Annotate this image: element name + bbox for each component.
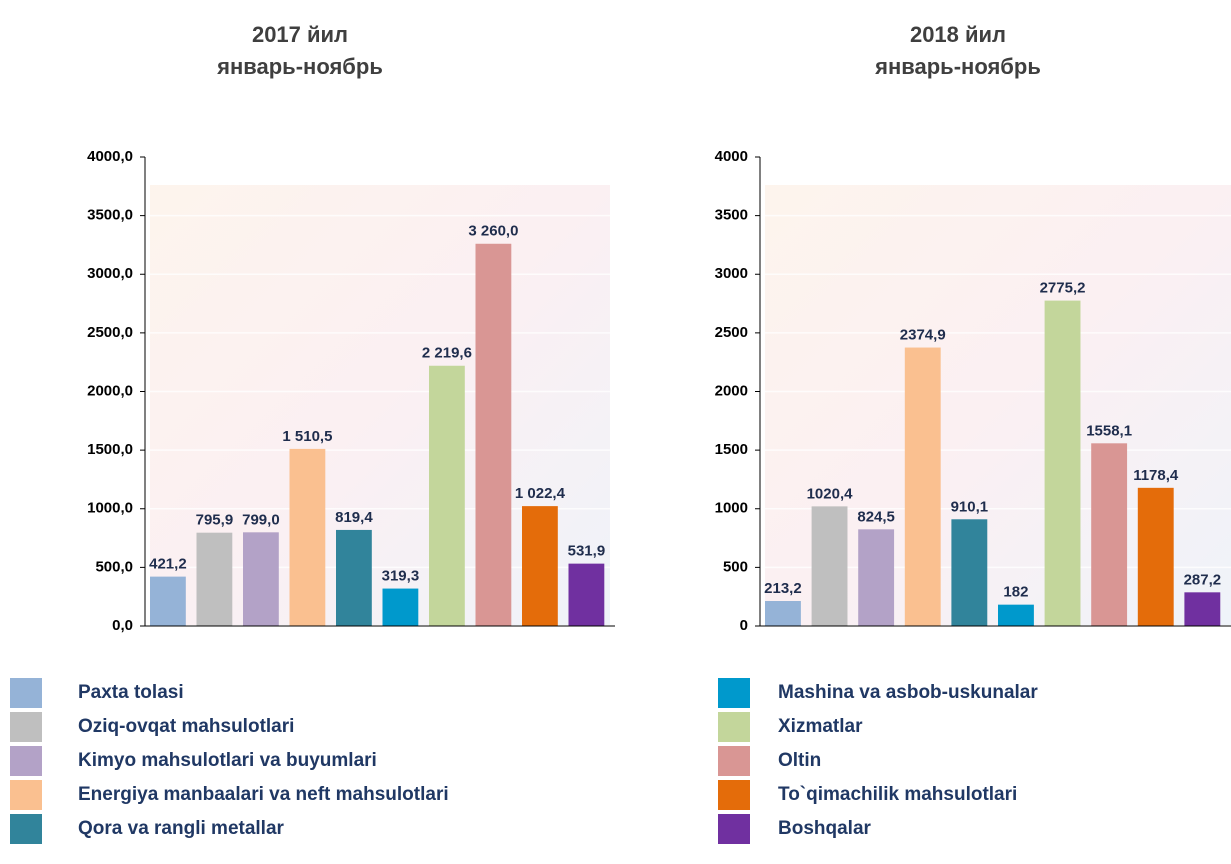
value-label: 3 260,0 bbox=[468, 223, 518, 240]
bar bbox=[522, 506, 558, 626]
value-label: 319,3 bbox=[382, 568, 420, 585]
legend-label: Paxta tolasi bbox=[78, 682, 184, 703]
y-tick-label: 0 bbox=[740, 617, 748, 634]
value-label: 1 022,4 bbox=[515, 485, 566, 502]
value-label: 1178,4 bbox=[1133, 467, 1179, 484]
y-tick-label: 4000,0 bbox=[87, 148, 133, 165]
chart-title: 2017 йил bbox=[252, 22, 348, 47]
value-label: 1 510,5 bbox=[282, 428, 332, 445]
bar bbox=[196, 532, 233, 626]
legend-label: Kimyo mahsulotlari va buyumlari bbox=[78, 750, 377, 771]
value-label: 910,1 bbox=[951, 498, 989, 515]
legend-swatch bbox=[10, 712, 42, 742]
bar bbox=[429, 365, 465, 626]
value-label: 1020,4 bbox=[807, 485, 854, 502]
value-label: 213,2 bbox=[764, 580, 802, 597]
bar bbox=[811, 506, 848, 626]
value-label: 819,4 bbox=[335, 509, 373, 526]
y-tick-label: 3000 bbox=[715, 265, 748, 282]
legend-swatch bbox=[718, 712, 750, 742]
value-label: 287,2 bbox=[1184, 571, 1222, 588]
y-tick-label: 1000 bbox=[715, 500, 748, 517]
value-label: 421,2 bbox=[149, 556, 187, 573]
legend-label: Boshqalar bbox=[778, 818, 872, 839]
bar bbox=[289, 448, 326, 626]
bar bbox=[150, 576, 186, 626]
legend-swatch bbox=[718, 678, 750, 708]
bar bbox=[858, 529, 895, 626]
legend-swatch bbox=[10, 678, 42, 708]
bar bbox=[1137, 487, 1174, 626]
value-label: 2374,9 bbox=[900, 327, 946, 344]
bar bbox=[951, 519, 988, 626]
legend-swatch bbox=[718, 780, 750, 810]
value-label: 531,9 bbox=[568, 543, 606, 560]
bar bbox=[382, 588, 419, 626]
y-tick-label: 1500 bbox=[715, 441, 748, 458]
legend-label: Energiya manbaalari va neft mahsulotlari bbox=[78, 784, 449, 805]
y-tick-label: 500 bbox=[723, 558, 748, 575]
chart-title: январь-ноябрь bbox=[874, 54, 1041, 79]
bar bbox=[1044, 300, 1081, 626]
legend-label: Qora va rangli metallar bbox=[78, 818, 285, 839]
legend-label: To`qimachilik mahsulotlari bbox=[778, 784, 1017, 805]
y-tick-label: 4000 bbox=[715, 148, 748, 165]
y-tick-label: 2500 bbox=[715, 324, 748, 341]
y-tick-label: 2000,0 bbox=[87, 382, 133, 399]
y-tick-label: 2000 bbox=[715, 382, 748, 399]
bar bbox=[765, 601, 801, 626]
y-tick-label: 1500,0 bbox=[87, 441, 133, 458]
y-tick-label: 2500,0 bbox=[87, 324, 133, 341]
bar bbox=[904, 347, 941, 626]
chart-title: январь-ноябрь bbox=[216, 54, 383, 79]
bar bbox=[475, 243, 512, 626]
bar bbox=[998, 604, 1034, 626]
legend-swatch bbox=[10, 780, 42, 810]
y-tick-label: 1000,0 bbox=[87, 500, 133, 517]
legend-label: Mashina va asbob-uskunalar bbox=[778, 682, 1038, 703]
value-label: 2 219,6 bbox=[422, 345, 472, 362]
value-label: 2775,2 bbox=[1040, 280, 1086, 297]
value-label: 799,0 bbox=[242, 511, 280, 528]
value-label: 824,5 bbox=[857, 508, 895, 525]
legend-swatch bbox=[10, 746, 42, 776]
legend-swatch bbox=[718, 746, 750, 776]
chart-title: 2018 йил bbox=[910, 22, 1006, 47]
y-tick-label: 3500,0 bbox=[87, 207, 133, 224]
legend-label: Oltin bbox=[778, 750, 821, 771]
y-tick-label: 0,0 bbox=[112, 617, 133, 634]
legend-label: Xizmatlar bbox=[778, 716, 863, 737]
y-tick-label: 3000,0 bbox=[87, 265, 133, 282]
bar bbox=[1184, 592, 1221, 626]
bar bbox=[243, 532, 279, 626]
legend-swatch bbox=[718, 814, 750, 844]
value-label: 795,9 bbox=[196, 512, 234, 529]
value-label: 1558,1 bbox=[1086, 422, 1132, 439]
bar bbox=[568, 563, 605, 626]
legend-label: Oziq-ovqat mahsulotlari bbox=[78, 716, 294, 737]
y-tick-label: 3500 bbox=[715, 207, 748, 224]
bar bbox=[336, 529, 372, 626]
bar bbox=[1091, 443, 1128, 626]
legend-swatch bbox=[10, 814, 42, 844]
value-label: 182 bbox=[1003, 584, 1028, 601]
y-tick-label: 500,0 bbox=[95, 558, 133, 575]
